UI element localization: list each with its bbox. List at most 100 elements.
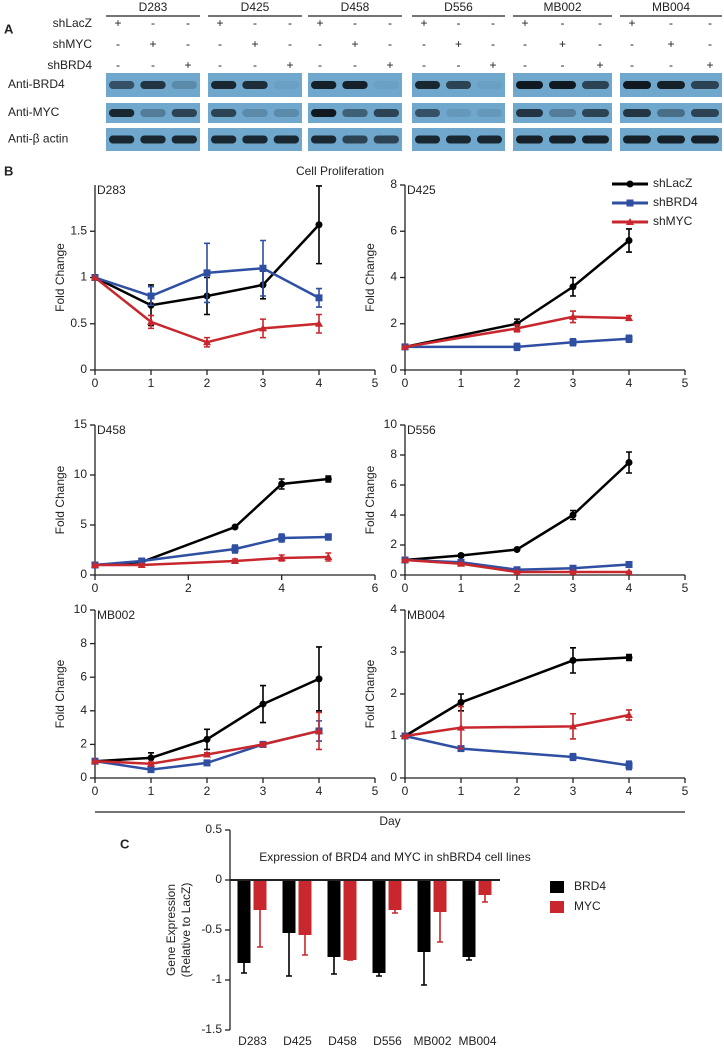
condition-mark: - <box>669 16 673 30</box>
x-tick-label: 1 <box>458 376 465 390</box>
y-tick-label: 0.5 <box>205 822 222 836</box>
blot-band <box>211 135 237 144</box>
y-axis-title: Gene Expression <box>164 884 178 976</box>
y-axis-title: (Relative to LacZ) <box>179 883 193 978</box>
marker <box>315 675 323 683</box>
x-tick-label: 5 <box>682 581 689 595</box>
y-tick-label: 6 <box>390 477 397 491</box>
y-tick-label: 4 <box>390 507 397 521</box>
series-line <box>404 734 630 767</box>
blot-band <box>342 109 368 117</box>
marker <box>91 757 99 765</box>
cell-line-label: D458 <box>341 0 370 14</box>
marker <box>626 180 634 188</box>
bar <box>253 880 267 910</box>
condition-mark: - <box>218 37 222 51</box>
condition-mark: - <box>318 58 322 72</box>
condition-mark: + <box>184 58 191 72</box>
blot-band <box>242 109 268 117</box>
error-bar <box>241 963 247 974</box>
chart-title: D458 <box>97 423 126 437</box>
condition-mark: + <box>286 58 293 72</box>
bar <box>372 880 386 973</box>
x-axis-title: Day <box>379 814 400 828</box>
condition-mark: + <box>706 58 713 72</box>
condition-mark: - <box>422 58 426 72</box>
condition-mark: + <box>559 37 566 51</box>
marker <box>278 534 286 542</box>
condition-mark: - <box>186 16 190 30</box>
marker <box>259 700 267 708</box>
series-line <box>404 315 630 349</box>
blot-band <box>446 109 471 117</box>
marker <box>625 313 633 321</box>
y-tick-label: 3 <box>390 644 397 658</box>
x-tick-label: 2 <box>514 581 521 595</box>
marker <box>457 552 465 559</box>
blot-band <box>273 109 299 117</box>
blot-band <box>211 81 237 89</box>
condition-mark: - <box>218 58 222 72</box>
blot-band <box>109 81 135 89</box>
condition-label: shLacZ <box>53 16 92 30</box>
marker <box>147 766 155 774</box>
error-bar <box>482 895 488 903</box>
x-tick-label: 3 <box>570 581 577 595</box>
x-tick-label: 6 <box>372 581 379 595</box>
condition-mark: + <box>251 37 258 51</box>
condition-mark: - <box>288 16 292 30</box>
bar <box>237 880 251 963</box>
marker <box>203 269 211 277</box>
condition-mark: + <box>386 58 393 72</box>
legend-swatch <box>550 881 564 893</box>
blot-band <box>140 109 166 117</box>
y-tick-label: -1.5 <box>201 1022 222 1036</box>
condition-label: shBRD4 <box>47 58 92 72</box>
marker <box>324 475 332 483</box>
condition-mark: - <box>669 58 673 72</box>
condition-mark: - <box>388 16 392 30</box>
x-tick-label: 0 <box>402 376 409 390</box>
series-line <box>404 713 630 738</box>
marker <box>259 324 267 332</box>
y-tick-label: 8 <box>390 177 397 191</box>
y-tick-label: -1 <box>211 972 222 986</box>
y-tick-label: 0 <box>390 362 397 376</box>
marker <box>278 480 286 488</box>
blot-band <box>342 135 368 144</box>
condition-mark: + <box>596 58 603 72</box>
cell-line-label: MB002 <box>543 0 581 14</box>
condition-mark: - <box>598 37 602 51</box>
y-axis-title: Fold Change <box>363 659 377 728</box>
marker <box>231 557 239 564</box>
cell-line-label: D283 <box>139 0 168 14</box>
x-tick-label: 4 <box>278 581 285 595</box>
blot-band <box>516 135 543 144</box>
blot-band <box>623 81 651 89</box>
bar <box>478 880 492 895</box>
blot-band <box>446 81 471 89</box>
y-axis-title: Fold Change <box>53 659 67 728</box>
marker <box>231 545 239 553</box>
blot-band <box>657 81 685 89</box>
x-tick-label: 5 <box>682 784 689 798</box>
y-tick-label: 10 <box>74 602 88 616</box>
condition-mark: + <box>216 16 223 30</box>
marker <box>625 568 633 575</box>
panel-title: Cell Proliferation <box>296 164 384 178</box>
marker <box>147 759 155 767</box>
marker <box>569 656 577 664</box>
condition-mark: - <box>708 37 712 51</box>
y-axis-title: Fold Change <box>53 243 67 312</box>
marker <box>625 459 633 466</box>
blot-band <box>415 109 440 117</box>
blot-band <box>415 135 440 144</box>
x-tick-label: 0 <box>402 581 409 595</box>
condition-mark: + <box>114 16 121 30</box>
condition-mark: + <box>316 16 323 30</box>
marker <box>457 723 465 731</box>
chart-title: MB004 <box>407 608 445 622</box>
condition-mark: - <box>116 37 120 51</box>
condition-mark: - <box>523 37 527 51</box>
blot-strip <box>620 103 722 123</box>
